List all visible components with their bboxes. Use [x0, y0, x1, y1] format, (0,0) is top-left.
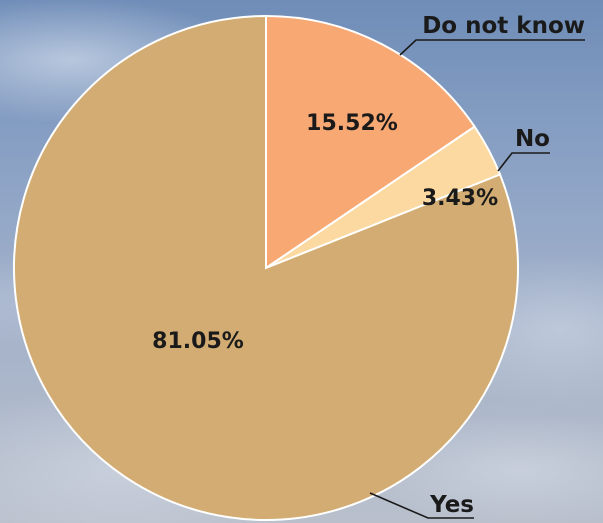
- category-label-no: No: [515, 126, 550, 152]
- pie-slice-do-not-know: [265, 14, 476, 270]
- leader-line-yes: [369, 492, 474, 519]
- category-label-do-not-know: Do not know: [422, 13, 585, 39]
- category-label-yes: Yes: [429, 492, 474, 518]
- leader-lines: [369, 39, 585, 519]
- leader-line-no: [497, 152, 550, 172]
- pie-labels: 15.52% Do not know 3.43% No 81.05% Yes: [152, 13, 585, 518]
- leader-line-do-not-know: [399, 39, 585, 56]
- value-label-do-not-know: 15.52%: [306, 111, 398, 136]
- value-label-no: 3.43%: [422, 186, 498, 211]
- pie-slice-yes: [13, 14, 519, 521]
- pie-slices: [13, 14, 519, 521]
- value-label-yes: 81.05%: [152, 329, 244, 354]
